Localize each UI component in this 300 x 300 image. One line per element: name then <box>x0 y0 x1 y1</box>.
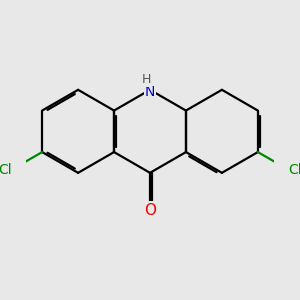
Text: Cl: Cl <box>288 163 300 177</box>
Text: H: H <box>142 73 152 86</box>
Text: Cl: Cl <box>0 163 12 177</box>
Text: N: N <box>145 85 155 99</box>
Text: O: O <box>144 203 156 218</box>
